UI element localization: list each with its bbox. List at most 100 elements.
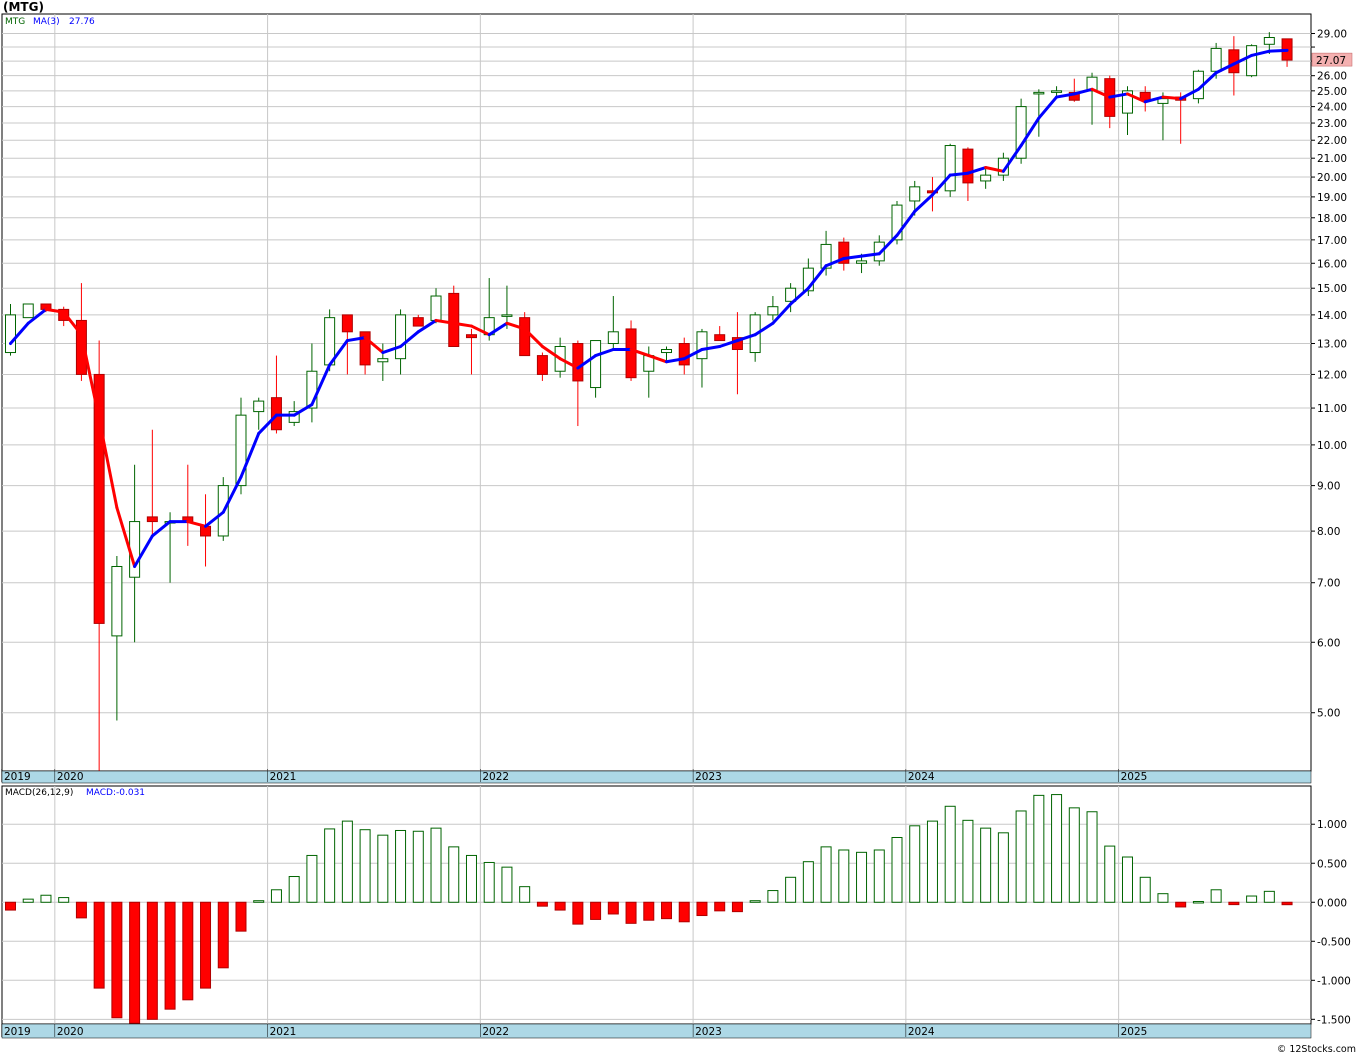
ma-segment (984, 166, 1005, 173)
ma-segment (97, 417, 119, 510)
macd-bar-negative (572, 901, 584, 925)
ma-segment (877, 233, 899, 256)
macd-bar-positive (1263, 890, 1275, 903)
ma-segment (806, 264, 828, 290)
macd-bar-negative (200, 901, 212, 989)
candle-up (1121, 90, 1133, 114)
macd-bar-negative (1281, 901, 1293, 906)
price-tick-label: 6.00 (1317, 637, 1340, 649)
macd-bar-negative (1228, 901, 1240, 906)
ma-segment (434, 318, 456, 325)
macd-bar-positive (1104, 845, 1116, 903)
ma-segment (753, 321, 775, 337)
ma-segment (594, 348, 615, 358)
ma-segment (1037, 95, 1059, 120)
legend-ma-value: 27.76 (69, 17, 95, 27)
ma-segment (771, 302, 793, 325)
macd-bar-positive (1192, 900, 1204, 904)
candle-up (891, 204, 903, 241)
ma-segment (452, 321, 473, 328)
candle-up (430, 295, 442, 321)
ma-segment (416, 318, 438, 334)
macd-legend: MACD(26,12,9) MACD:-0.031 (5, 788, 145, 798)
macd-year-label: 2022 (482, 1026, 509, 1038)
macd-year-band (1, 1023, 1312, 1039)
ma-segment (718, 339, 739, 348)
price-tick-label: 26.00 (1317, 71, 1347, 83)
macd-bar-positive (891, 837, 903, 903)
macd-bar-positive (944, 805, 956, 903)
ma-segment (292, 403, 314, 417)
price-tick-label: 20.00 (1317, 172, 1347, 184)
price-tick-label: 14.00 (1317, 310, 1347, 322)
price-year-label: 2023 (695, 771, 722, 783)
ma-segment (221, 475, 243, 514)
macd-bar-positive (1015, 810, 1027, 903)
ma-segment (824, 256, 846, 268)
candle-down (412, 317, 424, 327)
price-tick-label: 23.00 (1317, 118, 1347, 130)
ma-segment (345, 336, 367, 343)
macd-tick-label: -1.000 (1317, 975, 1351, 987)
ma-segment (62, 310, 83, 337)
legend-macd-label: MACD(26,12,9) (5, 788, 73, 798)
macd-bar-positive (997, 832, 1009, 903)
price-panel-frame (1, 13, 1312, 772)
ma-segment (399, 330, 420, 348)
macd-year-label: 2019 (4, 1026, 31, 1038)
macd-bar-positive (1210, 889, 1222, 903)
price-tick-label: 7.00 (1317, 578, 1340, 590)
candle-up (235, 414, 247, 487)
candle-down (359, 331, 371, 366)
candle-up (980, 174, 992, 182)
ma-segment (895, 209, 917, 237)
price-tick-label: 12.00 (1317, 369, 1347, 381)
candle-down (625, 328, 637, 379)
candle-up (696, 331, 708, 360)
macd-bar-positive (306, 854, 318, 903)
macd-bar-negative (661, 901, 673, 920)
macd-bar-positive (767, 890, 779, 903)
macd-year-label: 2020 (57, 1026, 84, 1038)
ma-segment (558, 357, 580, 370)
ma-segment (1055, 92, 1076, 99)
macd-bar-positive (253, 900, 265, 903)
candle-up (785, 287, 797, 302)
price-legend: MTG MA(3) 27.76 (5, 17, 95, 27)
ma-segment (576, 354, 598, 370)
macd-bar-positive (1068, 807, 1080, 903)
ma-segment (523, 327, 544, 348)
candle-up (944, 145, 956, 192)
macd-bar-negative (182, 901, 194, 1001)
macd-bar-negative (696, 901, 708, 917)
price-tick-label: 11.00 (1317, 403, 1347, 415)
macd-bar-positive (1033, 794, 1045, 903)
macd-bar-positive (749, 900, 761, 903)
ma-segment (1196, 71, 1218, 91)
ma-segment (310, 363, 332, 407)
price-tick-label: 18.00 (1317, 213, 1347, 225)
ma-segment (540, 344, 562, 361)
candle-down (146, 516, 158, 523)
price-tick-label: 21.00 (1317, 153, 1347, 165)
macd-tick-label: -0.500 (1317, 936, 1351, 948)
ma-segment (1019, 116, 1041, 148)
macd-bar-positive (838, 849, 850, 903)
price-tick-label: 29.00 (1317, 28, 1347, 40)
macd-bar-negative (217, 901, 229, 969)
ma-segment (682, 348, 704, 361)
ma-segment (789, 286, 810, 306)
macd-bar-negative (731, 901, 743, 913)
candle-up (856, 260, 868, 264)
candle-up (129, 521, 141, 578)
macd-bar-positive (448, 846, 460, 903)
macd-bar-negative (164, 901, 176, 1010)
macd-bar-negative (554, 901, 566, 911)
macd-bar-positive (1246, 895, 1258, 903)
candle-up (22, 303, 34, 319)
macd-bar-negative (625, 901, 637, 924)
candle-up (1015, 106, 1027, 159)
ma-segment (133, 534, 154, 568)
price-tick-label: 19.00 (1317, 192, 1347, 204)
macd-bar-positive (377, 834, 389, 903)
